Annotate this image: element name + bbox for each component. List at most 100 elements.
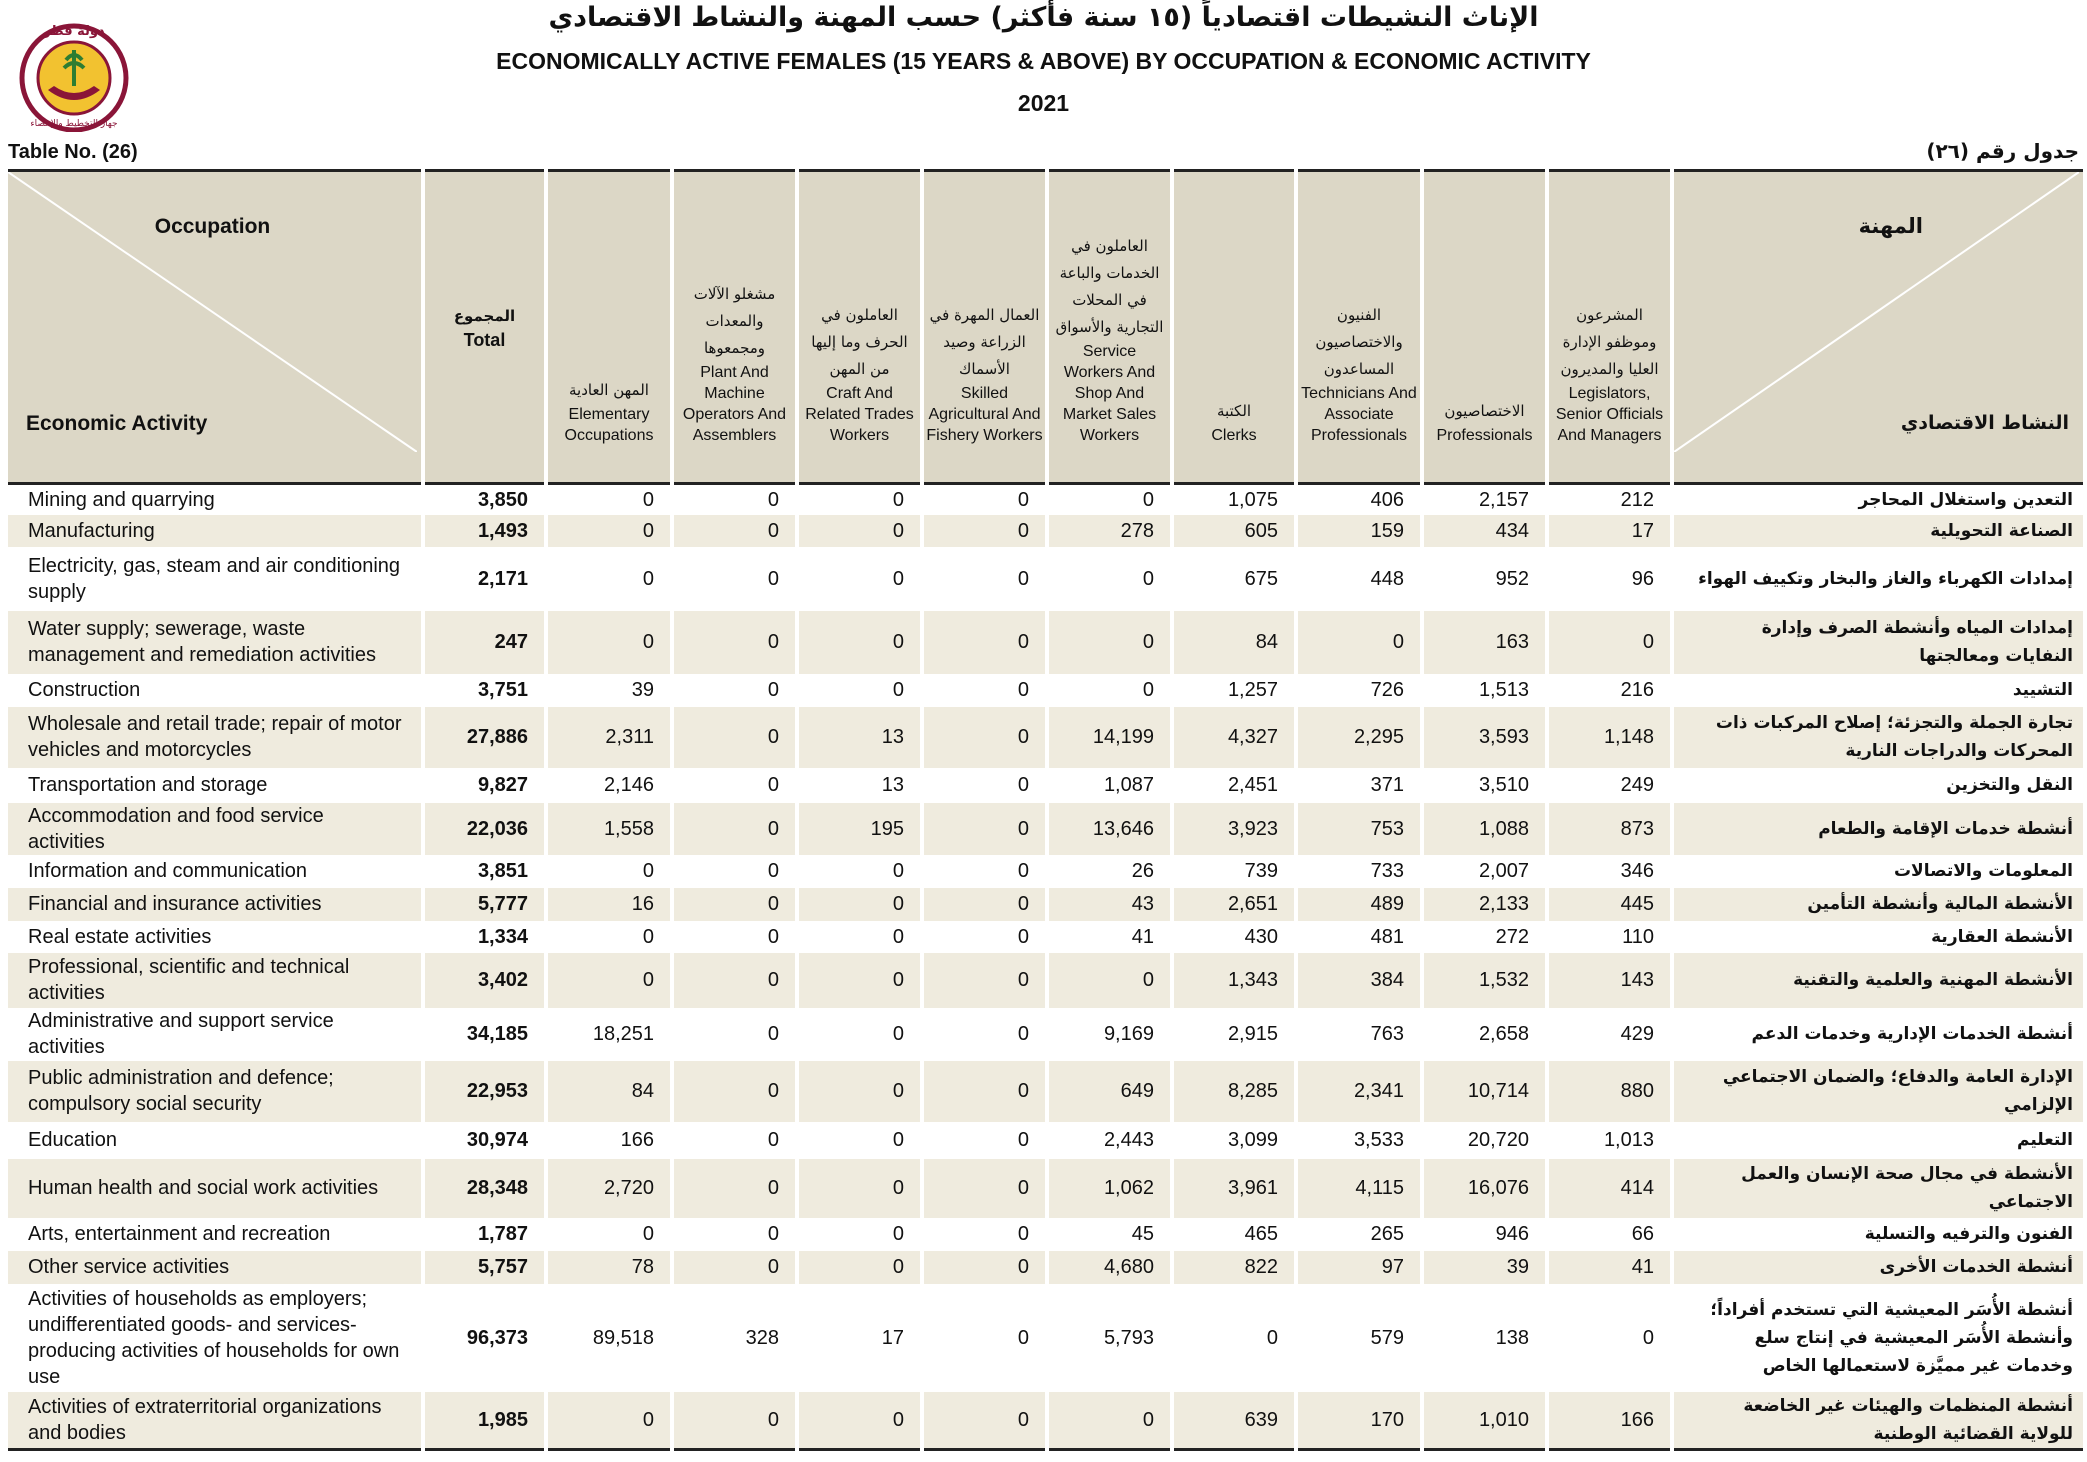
logo: دولة قطر جهاز التخطيط والإحصاء bbox=[19, 23, 129, 132]
cell-value: 0 bbox=[795, 854, 924, 888]
column-header-arabic: العمال المهرة في الزراعة وصيد الأسماك bbox=[929, 306, 1040, 378]
cell-value: 0 bbox=[544, 1391, 674, 1449]
activity-english: Electricity, gas, steam and air conditio… bbox=[4, 546, 425, 611]
cell-value: 9,169 bbox=[1045, 1007, 1174, 1061]
corner-top: المهنة bbox=[1858, 214, 1923, 238]
activity-english: Wholesale and retail trade; repair of mo… bbox=[4, 706, 425, 768]
column-header: المجموع Total bbox=[421, 169, 548, 485]
column-header-arabic: المهن العادية bbox=[569, 381, 649, 399]
cell-value: 0 bbox=[920, 767, 1049, 803]
cell-value: 84 bbox=[1170, 610, 1298, 674]
cell-value: 2,658 bbox=[1420, 1007, 1549, 1061]
cell-value: 1,532 bbox=[1420, 952, 1549, 1008]
cell-value: 170 bbox=[1294, 1391, 1424, 1449]
column-header-arabic: العاملون في الخدمات والباعة في المحلات ا… bbox=[1055, 237, 1164, 336]
cell-value: 5,777 bbox=[421, 887, 548, 921]
cell-value: 1,343 bbox=[1170, 952, 1298, 1008]
cell-value: 28,348 bbox=[421, 1158, 548, 1218]
cell-value: 8,285 bbox=[1170, 1060, 1298, 1122]
cell-value: 873 bbox=[1545, 802, 1674, 855]
cell-value: 489 bbox=[1294, 887, 1424, 921]
table-row: Human health and social work activities 2… bbox=[4, 1158, 2087, 1218]
cell-value: 0 bbox=[920, 1391, 1049, 1449]
cell-value: 212 bbox=[1545, 483, 1674, 515]
cell-value: 3,402 bbox=[421, 952, 548, 1008]
cell-value: 41 bbox=[1545, 1250, 1674, 1284]
cell-value: 753 bbox=[1294, 802, 1424, 855]
activity-arabic: إمدادات المياه وأنشطة الصرف وإدارة النفا… bbox=[1670, 610, 2087, 674]
cell-value: 1,985 bbox=[421, 1391, 548, 1449]
cell-value: 45 bbox=[1045, 1217, 1174, 1251]
cell-value: 138 bbox=[1420, 1283, 1549, 1392]
cell-value: 0 bbox=[670, 1060, 799, 1122]
cell-value: 733 bbox=[1294, 854, 1424, 888]
logo-boat bbox=[48, 86, 100, 100]
cell-value: 0 bbox=[920, 1158, 1049, 1218]
cell-value: 0 bbox=[795, 1217, 924, 1251]
cell-value: 71,655 bbox=[1420, 1447, 1549, 1462]
column-header-arabic: المجموع bbox=[453, 307, 516, 325]
cell-value: 0 bbox=[795, 1007, 924, 1061]
cell-value: 195 bbox=[795, 802, 924, 855]
cell-value: 0 bbox=[920, 1121, 1049, 1159]
column-header-arabic: العاملون في الحرف وما إليها من المهن bbox=[811, 306, 908, 378]
table-row: Other service activities 5,757 78 0 0 0 4,680 8… bbox=[4, 1250, 2087, 1284]
cell-value: 20,720 bbox=[1420, 1121, 1549, 1159]
table-row: Activities of households as employers; u… bbox=[4, 1283, 2087, 1392]
column-header-english: Clerks bbox=[1211, 427, 1257, 444]
activity-english: Other service activities bbox=[4, 1250, 425, 1284]
cell-value: 39 bbox=[1420, 1250, 1549, 1284]
cell-value: 0 bbox=[1045, 546, 1174, 611]
cell-value: 328 bbox=[670, 1447, 799, 1462]
cell-value: 159 bbox=[1294, 514, 1424, 547]
table-row: Administrative and support service activ… bbox=[4, 1007, 2087, 1061]
cell-value: 2,295 bbox=[1294, 706, 1424, 768]
cell-value: 2,915 bbox=[1170, 1007, 1298, 1061]
cell-value: 0 bbox=[1545, 610, 1674, 674]
cell-value: 265 bbox=[1294, 1217, 1424, 1251]
activity-english: Total bbox=[4, 1447, 425, 1462]
cell-value: 649 bbox=[1045, 1060, 1174, 1122]
cell-value: 3,923 bbox=[1170, 802, 1298, 855]
activity-english: Human health and social work activities bbox=[4, 1158, 425, 1218]
column-header-english: Service Workers And Shop And Market Sale… bbox=[1062, 343, 1157, 444]
activity-english: Construction bbox=[4, 673, 425, 707]
cell-value: 0 bbox=[1170, 1283, 1298, 1392]
column-header-english: Skilled Agricultural And Fishery Workers bbox=[926, 385, 1043, 444]
cell-value: 0 bbox=[670, 1391, 799, 1449]
cell-value: 216 bbox=[1545, 673, 1674, 707]
cell-value: 2,171 bbox=[421, 546, 548, 611]
column-header-english: Technicians And Associate Professionals bbox=[1301, 385, 1417, 444]
cell-value: 0 bbox=[544, 546, 674, 611]
cell-value: 0 bbox=[920, 952, 1049, 1008]
cell-value: 0 bbox=[1045, 952, 1174, 1008]
cell-value: 4,115 bbox=[1294, 1158, 1424, 1218]
cell-value: 0 bbox=[670, 514, 799, 547]
cell-value: 0 bbox=[1045, 483, 1174, 515]
cell-value: 247 bbox=[421, 610, 548, 674]
cell-value: 2,157 bbox=[1420, 483, 1549, 515]
cell-value: 4,327 bbox=[1170, 706, 1298, 768]
cell-value: 430 bbox=[1170, 920, 1298, 953]
diagonal bbox=[1674, 172, 2079, 452]
cell-value: 1,787 bbox=[421, 1217, 548, 1251]
cell-value: 13,646 bbox=[1045, 802, 1174, 855]
cell-value: 96 bbox=[1545, 546, 1674, 611]
activity-arabic: الأنشطة العقارية bbox=[1670, 920, 2087, 953]
activity-english: Administrative and support service activ… bbox=[4, 1007, 425, 1061]
cell-value: 0 bbox=[544, 952, 674, 1008]
cell-value: 0 bbox=[1045, 1391, 1174, 1449]
cell-value: 2,007 bbox=[1420, 854, 1549, 888]
corner-header: المهنة النشاط الاقتصادي bbox=[1670, 169, 2087, 485]
table-row: Information and communication 3,851 0 0 0 0 26… bbox=[4, 854, 2087, 888]
cell-value: 0 bbox=[670, 483, 799, 515]
table-row: Professional, scientific and technical a… bbox=[4, 952, 2087, 1008]
cell-value: 13 bbox=[795, 706, 924, 768]
table-number: Table No. (26) bbox=[8, 141, 138, 163]
cell-value: 0 bbox=[795, 610, 924, 674]
cell-value: 0 bbox=[670, 1121, 799, 1159]
cell-value: 3,099 bbox=[1170, 1121, 1298, 1159]
activity-arabic: أنشطة الخدمات الأخرى bbox=[1670, 1250, 2087, 1284]
diagonal bbox=[8, 172, 417, 452]
cell-value: 22,953 bbox=[421, 1060, 548, 1122]
